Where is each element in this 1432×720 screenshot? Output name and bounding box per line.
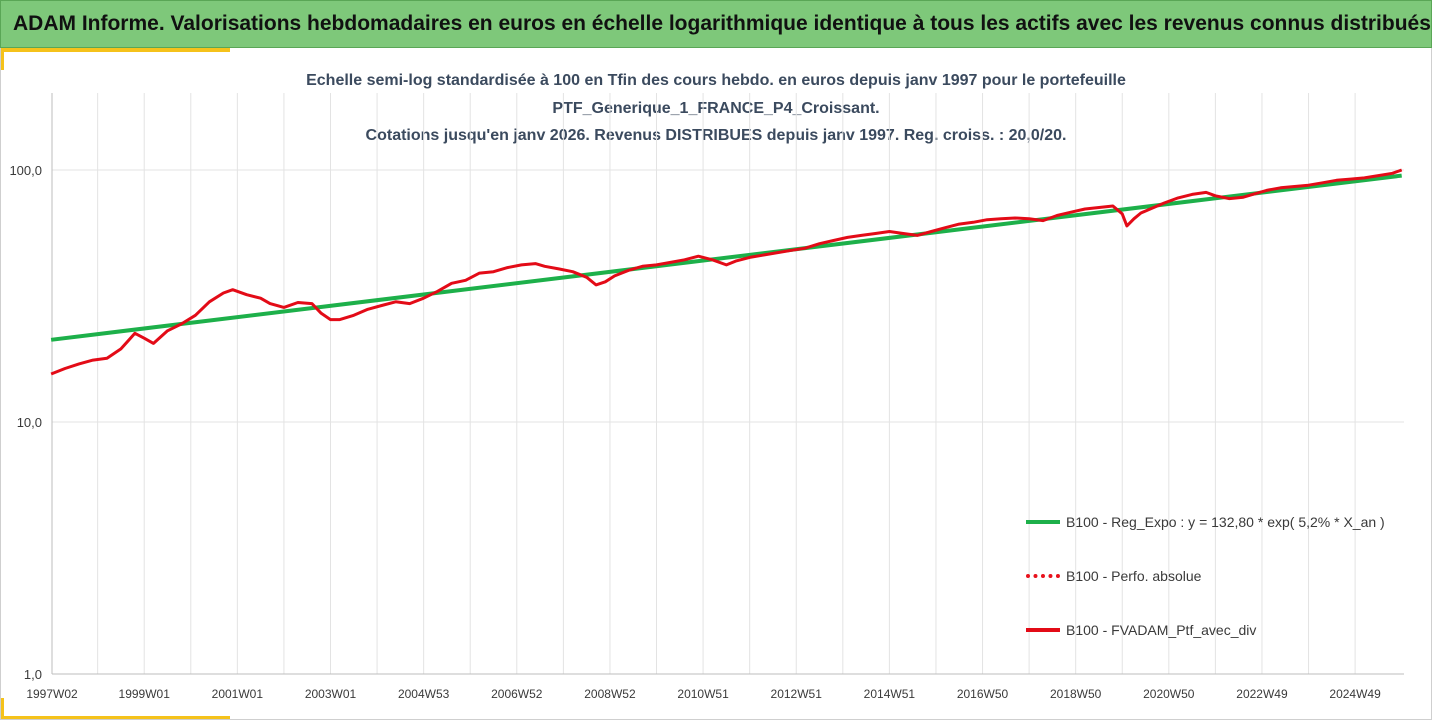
y-tick-label: 100,0 xyxy=(9,163,42,178)
legend-swatch-regression xyxy=(1026,520,1060,524)
x-tick-label: 2003W01 xyxy=(305,687,357,701)
legend-item-regression: B100 - Reg_Expo : y = 132,80 * exp( 5,2%… xyxy=(1026,512,1385,532)
x-tick-label: 2001W01 xyxy=(212,687,264,701)
legend-swatch-perfo-absolue xyxy=(1026,574,1060,578)
series-line-regression xyxy=(50,173,1402,342)
x-tick-label: 2018W50 xyxy=(1050,687,1102,701)
chart-title-line-2: PTF_Generique_1_FRANCE_P4_Croissant. xyxy=(552,100,880,117)
x-tick-label: 2014W51 xyxy=(864,687,916,701)
legend-label-perfo-absolue: B100 - Perfo. absolue xyxy=(1066,568,1202,584)
bottom-accent-corner xyxy=(0,716,230,720)
legend-item-perfo-absolue: B100 - Perfo. absolue xyxy=(1026,566,1201,586)
series-line-fvadam xyxy=(50,168,1403,376)
legend-label-regression: B100 - Reg_Expo : y = 132,80 * exp( 5,2%… xyxy=(1066,514,1385,530)
x-tick-label: 2016W50 xyxy=(957,687,1009,701)
x-tick-label: 2008W52 xyxy=(584,687,636,701)
y-tick-label: 1,0 xyxy=(24,667,42,682)
banner-accent-corner xyxy=(0,48,230,52)
legend-swatch-fvadam xyxy=(1026,628,1060,632)
chart-title-line-3: Cotations jusqu'en janv 2026. Revenus DI… xyxy=(365,127,1067,144)
x-tick-label: 2004W53 xyxy=(398,687,450,701)
x-tick-label: 1997W02 xyxy=(26,687,78,701)
legend-item-fvadam: B100 - FVADAM_Ptf_avec_div xyxy=(1026,620,1256,640)
x-tick-label: 2024W49 xyxy=(1329,687,1381,701)
x-tick-label: 2006W52 xyxy=(491,687,543,701)
x-tick-label: 1999W01 xyxy=(119,687,171,701)
x-tick-label: 2022W49 xyxy=(1236,687,1288,701)
x-tick-label: 2012W51 xyxy=(771,687,823,701)
bottom-left-accent-stripe xyxy=(0,698,4,720)
y-tick-label: 10,0 xyxy=(17,415,42,430)
left-accent-stripe xyxy=(0,48,4,70)
legend-label-fvadam: B100 - FVADAM_Ptf_avec_div xyxy=(1066,622,1257,638)
x-tick-label: 2010W51 xyxy=(677,687,729,701)
x-tick-label: 2020W50 xyxy=(1143,687,1195,701)
report-banner-title: ADAM Informe. Valorisations hebdomadaire… xyxy=(0,0,1432,48)
chart-title-line-1: Echelle semi-log standardisée à 100 en T… xyxy=(306,72,1126,89)
